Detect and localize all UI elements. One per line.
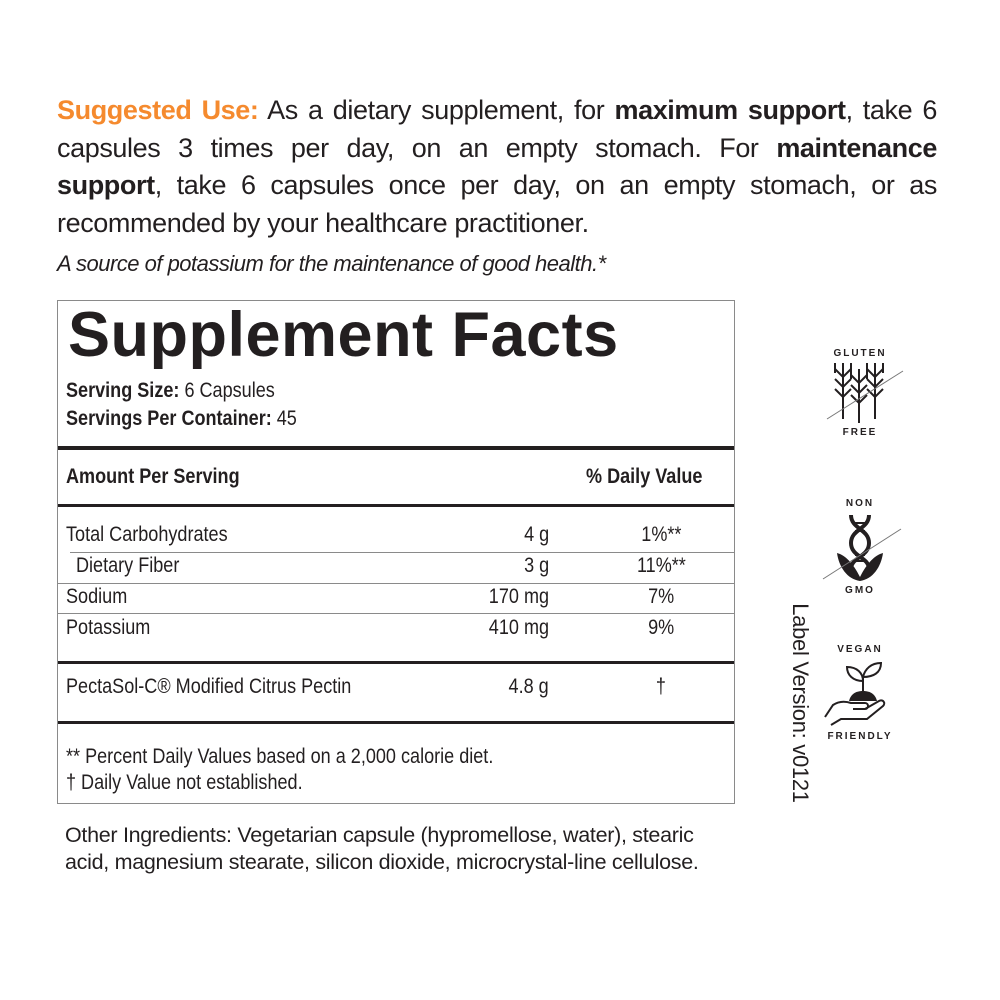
nutrient-name: Potassium bbox=[66, 616, 151, 639]
suggested-use-label: Suggested Use: bbox=[57, 95, 259, 125]
nutrient-dv: 7% bbox=[647, 585, 675, 608]
nutrient-name: Total Carbohydrates bbox=[66, 523, 228, 546]
servings-per-container: Servings Per Container: 45 bbox=[66, 407, 334, 431]
nutrient-name: Sodium bbox=[66, 585, 128, 608]
ingredient-name: PectaSol-C® Modified Citrus Pectin bbox=[66, 675, 352, 698]
supplement-facts-panel: Supplement Facts Serving Size: 6 Capsule… bbox=[57, 300, 735, 804]
hand-sprout-icon bbox=[824, 661, 886, 726]
nutrient-name: Dietary Fiber bbox=[76, 554, 180, 577]
badge-top: NON bbox=[845, 498, 875, 509]
nutrient-dv: 9% bbox=[647, 616, 675, 639]
text: † Daily Value not established. bbox=[66, 771, 303, 794]
nutrient-amount: 170 mg bbox=[488, 585, 549, 608]
nutrient-amount: 3 g bbox=[523, 554, 549, 577]
badge-top: GLUTEN bbox=[833, 348, 887, 359]
vegan-friendly-badge: VEGAN FRIENDLY bbox=[810, 644, 910, 742]
wheat-crossed-icon bbox=[826, 363, 904, 423]
proprietary-row: PectaSol-C® Modified Citrus Pectin 4.8 g… bbox=[66, 675, 734, 705]
header-daily-value: % Daily Value bbox=[586, 465, 721, 489]
nutrient-dv: 1%** bbox=[640, 523, 682, 546]
badge-bottom: FRIENDLY bbox=[827, 731, 893, 742]
nutrient-row: Potassium 410 mg 9% bbox=[66, 616, 734, 646]
facts-title: Supplement Facts bbox=[68, 300, 619, 370]
dna-crossed-icon bbox=[822, 514, 902, 581]
label: Amount Per Serving bbox=[66, 465, 240, 488]
nutrient-row: Sodium 170 mg 7% bbox=[66, 585, 734, 615]
emphasis: maximum support bbox=[614, 95, 846, 125]
label: Servings Per Container: bbox=[66, 407, 272, 430]
nutrient-dv: 11%** bbox=[636, 554, 686, 577]
divider bbox=[58, 583, 734, 584]
text: Vegetarian capsule (hypromellose, water)… bbox=[65, 823, 699, 874]
ingredient-amount: 4.8 g bbox=[508, 675, 549, 698]
divider bbox=[70, 552, 734, 553]
label: Serving Size: bbox=[66, 379, 180, 402]
ingredient-dv: † bbox=[655, 675, 667, 698]
non-gmo-badge: NON GMO bbox=[810, 498, 910, 596]
divider bbox=[58, 661, 734, 664]
value: 45 bbox=[271, 407, 297, 430]
health-claim: A source of potassium for the maintenanc… bbox=[57, 251, 606, 276]
badge-bottom: GMO bbox=[845, 585, 875, 596]
badge-top: VEGAN bbox=[837, 644, 883, 655]
divider bbox=[58, 504, 734, 507]
divider bbox=[58, 721, 734, 724]
label: % Daily Value bbox=[586, 465, 703, 488]
suggested-use: Suggested Use: As a dietary supplement, … bbox=[57, 92, 937, 242]
nutrient-amount: 4 g bbox=[523, 523, 549, 546]
text: , take 6 capsules once per day, on an em… bbox=[57, 170, 937, 238]
divider bbox=[58, 446, 734, 450]
label: Other Ingredients: bbox=[65, 823, 232, 847]
header-amount: Amount Per Serving bbox=[66, 465, 268, 489]
nutrient-amount: 410 mg bbox=[488, 616, 549, 639]
divider bbox=[58, 613, 734, 614]
text: As a dietary supplement, for bbox=[258, 95, 615, 125]
serving-size: Serving Size: 6 Capsules bbox=[66, 379, 309, 403]
text: , take 6 capsules 3 times per day, on an… bbox=[57, 95, 938, 163]
value: 6 Capsules bbox=[179, 379, 275, 402]
gluten-free-badge: GLUTEN FREE bbox=[810, 348, 910, 438]
other-ingredients: Other Ingredients: Vegetarian capsule (h… bbox=[65, 822, 725, 876]
emphasis: maintenance support bbox=[57, 132, 937, 201]
footnote-not-established: † Daily Value not established. bbox=[66, 771, 341, 795]
nutrient-row: Dietary Fiber 3 g 11%** bbox=[76, 554, 734, 584]
text: ** Percent Daily Values based on a 2,000… bbox=[66, 745, 494, 768]
nutrient-row: Total Carbohydrates 4 g 1%** bbox=[66, 523, 734, 553]
badge-bottom: FREE bbox=[842, 427, 878, 438]
footnote-dv: ** Percent Daily Values based on a 2,000… bbox=[66, 745, 563, 769]
